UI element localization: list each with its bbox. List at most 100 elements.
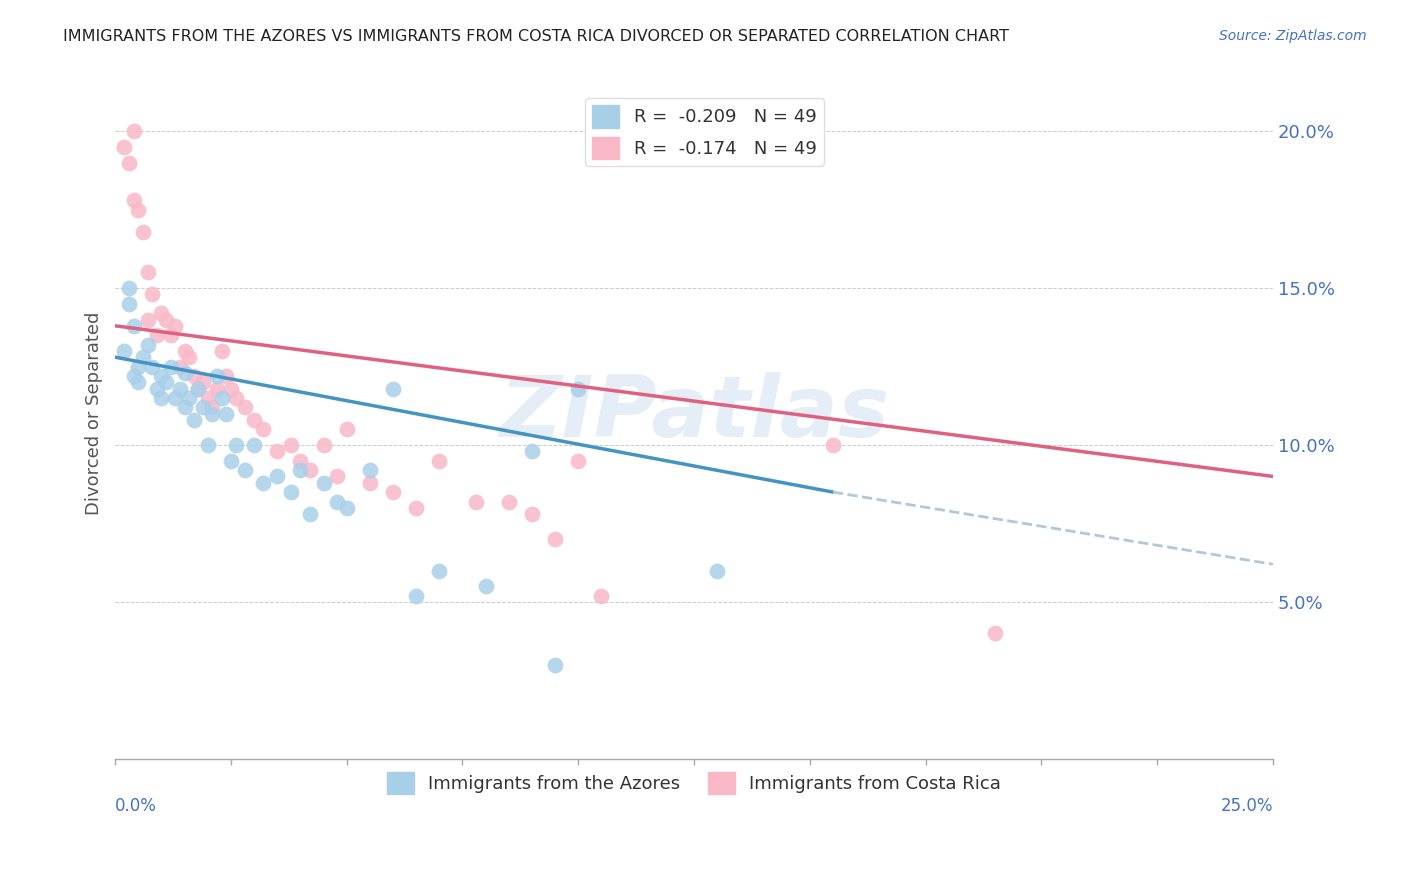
Point (132, 225, 155, 239)
Point (155, 376, 177, 390)
Point (405, 589, 427, 603)
Point (821, 438, 844, 452)
Point (118, 281, 141, 295)
Text: 0.0%: 0.0% (115, 797, 157, 814)
Point (136, 312, 159, 326)
Point (183, 413, 205, 427)
Point (984, 626, 1007, 640)
Point (159, 359, 181, 374)
Point (591, 589, 613, 603)
Point (122, 318, 145, 333)
Point (474, 579, 496, 593)
Point (219, 453, 242, 467)
Point (427, 564, 450, 578)
Point (205, 382, 228, 396)
Point (290, 453, 312, 467)
Point (118, 297, 141, 311)
Point (141, 287, 163, 301)
Point (150, 306, 173, 320)
Point (336, 500, 359, 515)
Point (146, 382, 169, 396)
Point (219, 382, 242, 396)
Point (465, 494, 488, 508)
Point (173, 343, 195, 358)
Point (201, 401, 224, 415)
Point (201, 407, 224, 421)
Point (205, 369, 228, 384)
Point (498, 494, 520, 508)
Point (359, 463, 381, 477)
Point (336, 422, 359, 436)
Point (179, 350, 201, 364)
Point (136, 337, 159, 351)
Point (159, 328, 181, 343)
Point (280, 485, 302, 500)
Point (197, 438, 219, 452)
Point (312, 438, 335, 452)
Point (298, 507, 321, 521)
Point (150, 369, 173, 384)
Point (405, 500, 427, 515)
Point (243, 413, 266, 427)
Point (132, 350, 155, 364)
Point (191, 376, 214, 390)
Point (197, 391, 219, 405)
Point (290, 463, 312, 477)
Point (112, 140, 135, 154)
Point (215, 407, 238, 421)
Point (150, 391, 173, 405)
Point (165, 318, 187, 333)
Point (127, 202, 149, 217)
Point (266, 469, 288, 483)
Point (211, 391, 233, 405)
Point (165, 391, 187, 405)
Text: IMMIGRANTS FROM THE AZORES VS IMMIGRANTS FROM COSTA RICA DIVORCED OR SEPARATED C: IMMIGRANTS FROM THE AZORES VS IMMIGRANTS… (63, 29, 1010, 44)
Point (233, 401, 256, 415)
Point (169, 382, 191, 396)
Point (233, 463, 256, 477)
Point (252, 475, 274, 490)
Point (382, 485, 405, 500)
Y-axis label: Divorced or Separated: Divorced or Separated (86, 312, 103, 516)
Point (187, 382, 209, 396)
Point (427, 453, 450, 467)
Point (187, 382, 209, 396)
Point (141, 359, 163, 374)
Point (173, 401, 195, 415)
Point (280, 438, 302, 452)
Point (359, 475, 381, 490)
Point (225, 438, 247, 452)
Point (243, 438, 266, 452)
Point (706, 564, 728, 578)
Point (544, 532, 567, 546)
Point (118, 155, 141, 169)
Point (211, 343, 233, 358)
Point (122, 369, 145, 384)
Point (183, 369, 205, 384)
Legend: Immigrants from the Azores, Immigrants from Costa Rica: Immigrants from the Azores, Immigrants f… (380, 765, 1008, 802)
Point (225, 391, 247, 405)
Point (179, 391, 201, 405)
Point (127, 376, 149, 390)
Point (122, 124, 145, 138)
Point (382, 382, 405, 396)
Point (326, 469, 349, 483)
Point (252, 422, 274, 436)
Point (298, 463, 321, 477)
Point (266, 444, 288, 458)
Point (312, 475, 335, 490)
Point (122, 194, 145, 208)
Point (127, 359, 149, 374)
Point (173, 366, 195, 380)
Point (191, 401, 214, 415)
Point (146, 328, 169, 343)
Point (520, 444, 543, 458)
Point (215, 369, 238, 384)
Point (326, 494, 349, 508)
Text: ZIPatlas: ZIPatlas (499, 372, 889, 455)
Point (169, 359, 191, 374)
Point (567, 382, 589, 396)
Point (112, 343, 135, 358)
Text: Source: ZipAtlas.com: Source: ZipAtlas.com (1219, 29, 1367, 43)
Point (136, 265, 159, 279)
